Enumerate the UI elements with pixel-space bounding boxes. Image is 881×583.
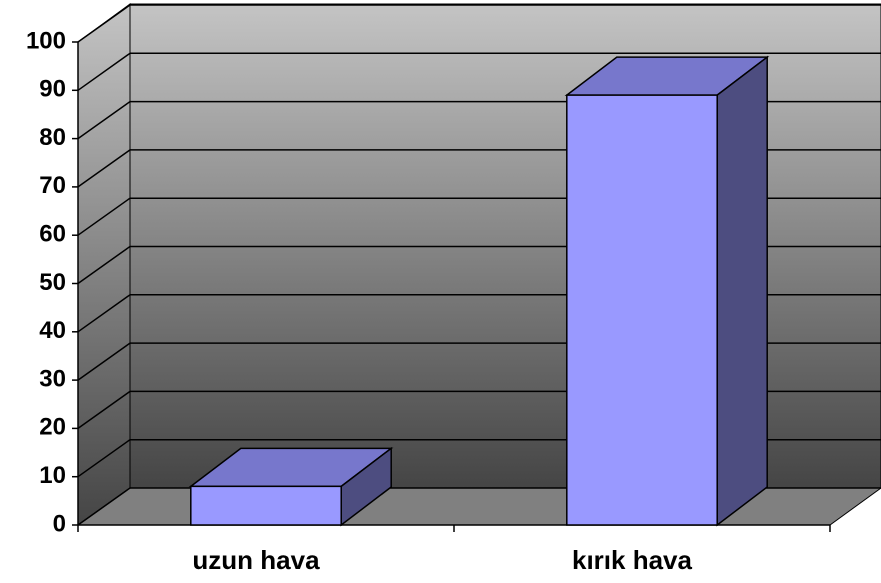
y-tick-label: 30: [39, 365, 66, 392]
y-tick-label: 20: [39, 414, 66, 441]
grid-line-side: [77, 4, 131, 43]
y-tick-label: 40: [39, 317, 66, 344]
y-tick-label: 50: [39, 269, 66, 296]
plot: 0 10 20 30 40 50 60 70 80 90 100 uzun hava kırık hav…: [26, 4, 881, 575]
grid-line-side: [77, 390, 131, 430]
y-tick-label: 0: [53, 510, 66, 537]
y-tick-label: 90: [39, 76, 66, 103]
bar: [190, 485, 342, 526]
bar: [566, 94, 718, 526]
grid-line-side: [77, 487, 131, 526]
grid-line-side: [77, 197, 131, 236]
y-tick-label: 100: [26, 27, 66, 54]
grid-line-side: [77, 439, 131, 478]
grid-line-side: [77, 149, 131, 188]
grid-line-side: [77, 294, 131, 333]
y-tick-label: 10: [39, 462, 66, 489]
grid-line-side: [77, 342, 131, 381]
x-tick-label: kırık hava: [572, 545, 693, 575]
bar-side: [716, 55, 768, 527]
y-tick-label: 80: [39, 124, 66, 151]
grid-line-side: [77, 100, 131, 140]
y-tick-label: 70: [39, 172, 66, 199]
y-tick-label: 60: [39, 221, 66, 248]
grid-line-side: [77, 245, 131, 285]
grid-line-side: [77, 52, 131, 91]
x-tick-label: uzun hava: [192, 545, 320, 575]
